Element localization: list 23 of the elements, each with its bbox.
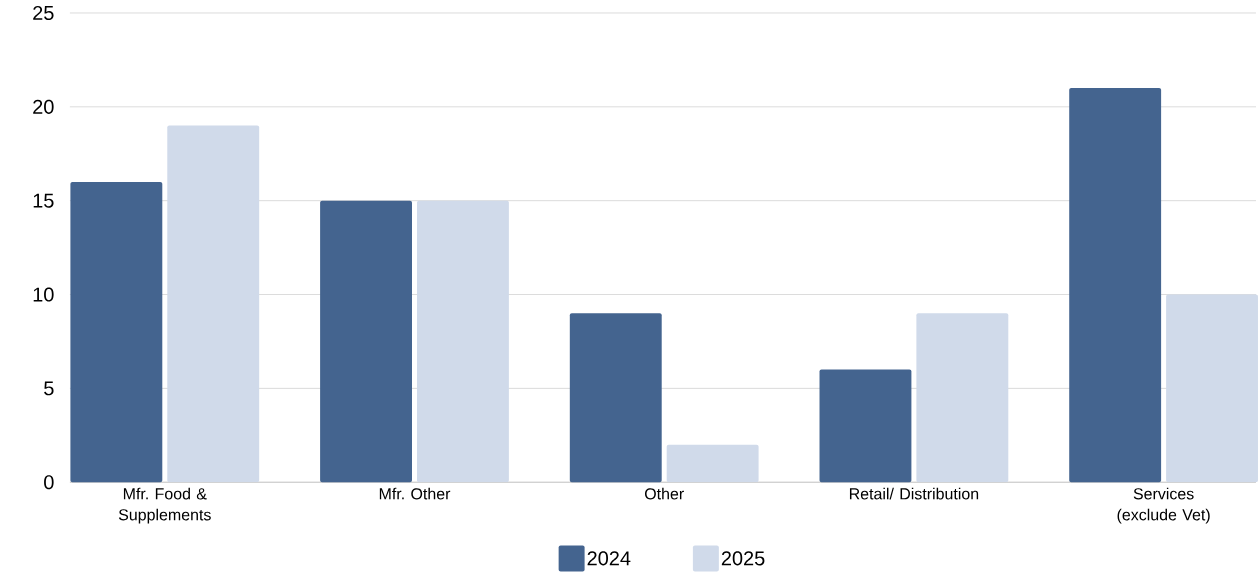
y-tick-label: 5 xyxy=(44,381,54,396)
x-tick-label: Mfr. Food & Supplements xyxy=(118,487,211,524)
y-tick-label: 0 xyxy=(44,475,54,490)
bar xyxy=(416,200,509,483)
bar xyxy=(1069,88,1162,483)
bar xyxy=(819,369,912,483)
y-tick-label: 25 xyxy=(33,5,54,21)
x-tick-label: Services (exclude Vet) xyxy=(1117,487,1210,524)
x-tick-label: Mfr. Other xyxy=(379,487,451,500)
y-tick-label: 15 xyxy=(33,193,54,208)
legend-label: 2024 xyxy=(587,551,631,566)
x-tick-label: Retail/ Distribution xyxy=(849,487,979,500)
bar xyxy=(916,313,1009,483)
bar xyxy=(320,200,412,483)
bar xyxy=(70,181,163,483)
bar xyxy=(666,444,759,483)
y-tick-label: 10 xyxy=(33,287,54,302)
bar xyxy=(569,313,662,483)
bar xyxy=(1166,294,1258,483)
y-tick-label: 20 xyxy=(33,99,54,114)
legend-label: 2025 xyxy=(721,551,765,566)
x-tick-label: Other xyxy=(644,487,684,500)
bar xyxy=(167,125,260,483)
